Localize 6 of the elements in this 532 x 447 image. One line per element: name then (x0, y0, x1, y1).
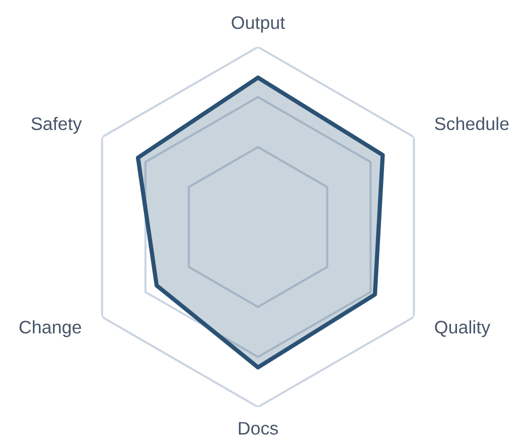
spoke-label: Safety (31, 116, 82, 134)
spoke-label: Schedule (434, 116, 509, 130)
spoke-label: Quality (435, 320, 490, 338)
spoke-label: Docs (238, 422, 278, 435)
spoke-label: Change (20, 320, 82, 338)
spoke-label: Output (232, 16, 285, 33)
